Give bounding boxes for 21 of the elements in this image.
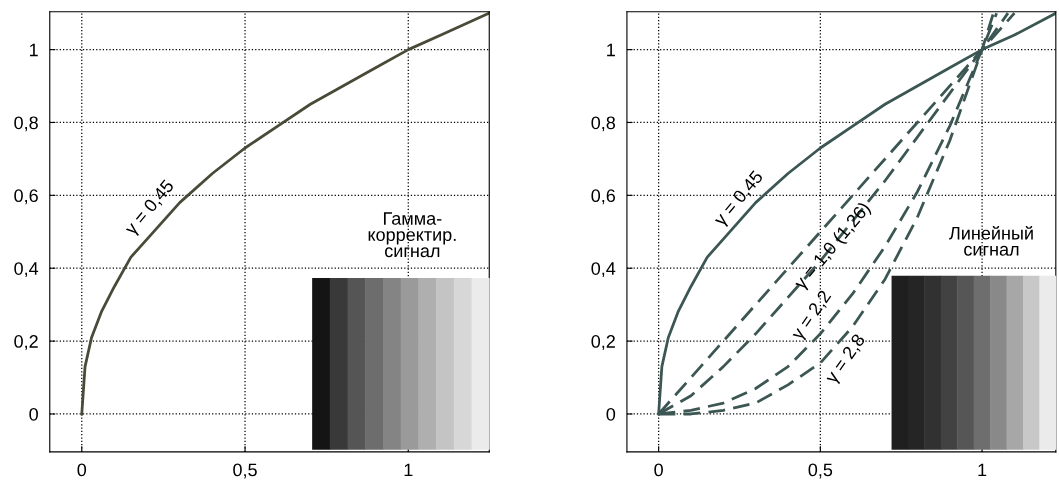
annotation: Гамма- корректир. сигнал bbox=[368, 212, 456, 258]
x-tick-label: 0 bbox=[654, 463, 663, 477]
y-tick-label: 0,2 bbox=[591, 335, 615, 350]
y-tick-label: 0,4 bbox=[591, 262, 616, 278]
x-tick-label: 1 bbox=[404, 463, 413, 477]
y-tick-label: 0 bbox=[29, 407, 38, 421]
y-tick-label: 0,6 bbox=[591, 189, 616, 205]
annotation: Линейный сигнал bbox=[949, 225, 1033, 256]
annotation: γ = 2,8 bbox=[824, 333, 869, 387]
x-tick-label: 0,5 bbox=[808, 463, 833, 479]
x-tick-label: 0 bbox=[77, 463, 87, 477]
y-tick-label: 0,8 bbox=[14, 116, 38, 132]
y-tick-label: 0 bbox=[606, 407, 616, 421]
y-tick-label: 0,8 bbox=[591, 116, 616, 132]
x-tick-label: 1 bbox=[978, 463, 987, 477]
y-tick-label: 0,6 bbox=[14, 189, 38, 205]
y-tick-label: 0,2 bbox=[14, 335, 38, 350]
y-tick-label: 1 bbox=[607, 43, 615, 57]
x-tick-label: 0,5 bbox=[233, 463, 257, 479]
y-tick-label: 0,4 bbox=[14, 262, 39, 278]
y-tick-label: 1 bbox=[30, 43, 38, 57]
